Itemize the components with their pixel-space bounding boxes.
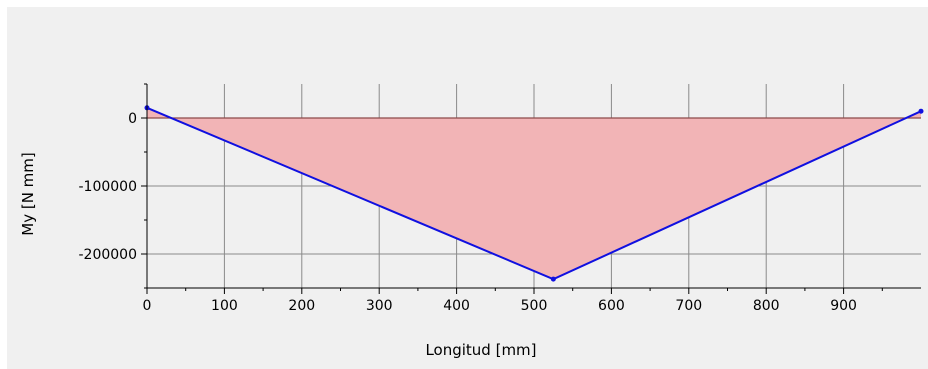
x-tick-label: 300 [366,298,393,314]
y-tick-label: -200000 [79,247,138,263]
y-tick-label: -100000 [79,179,138,195]
axes [141,83,921,294]
data-point [918,108,924,114]
x-tick-label: 400 [443,298,470,314]
x-tick-label: 700 [675,298,702,314]
data-point [550,276,556,282]
chart-panel: 0 100 200 300 400 500 600 700 800 900 0 -100000 -200… [7,7,928,369]
x-axis-title: Longitud [mm] [425,341,536,359]
moment-fill-area [147,107,921,280]
x-tick-label: 500 [521,298,548,314]
x-tick-label: 900 [830,298,857,314]
x-tick-label: 100 [211,298,238,314]
y-axis-title: My [N mm] [19,152,37,236]
tick-labels: 0 100 200 300 400 500 600 700 800 900 0 -100000 -200… [79,111,857,314]
x-tick-label: 200 [288,298,315,314]
moment-line [144,105,924,282]
y-tick-label: 0 [128,111,137,127]
moment-fill-polygon [147,107,921,280]
x-tick-label: 600 [598,298,625,314]
x-tick-label: 0 [143,298,152,314]
bending-moment-chart: 0 100 200 300 400 500 600 700 800 900 0 -100000 -200… [19,83,924,359]
x-tick-label: 800 [753,298,780,314]
